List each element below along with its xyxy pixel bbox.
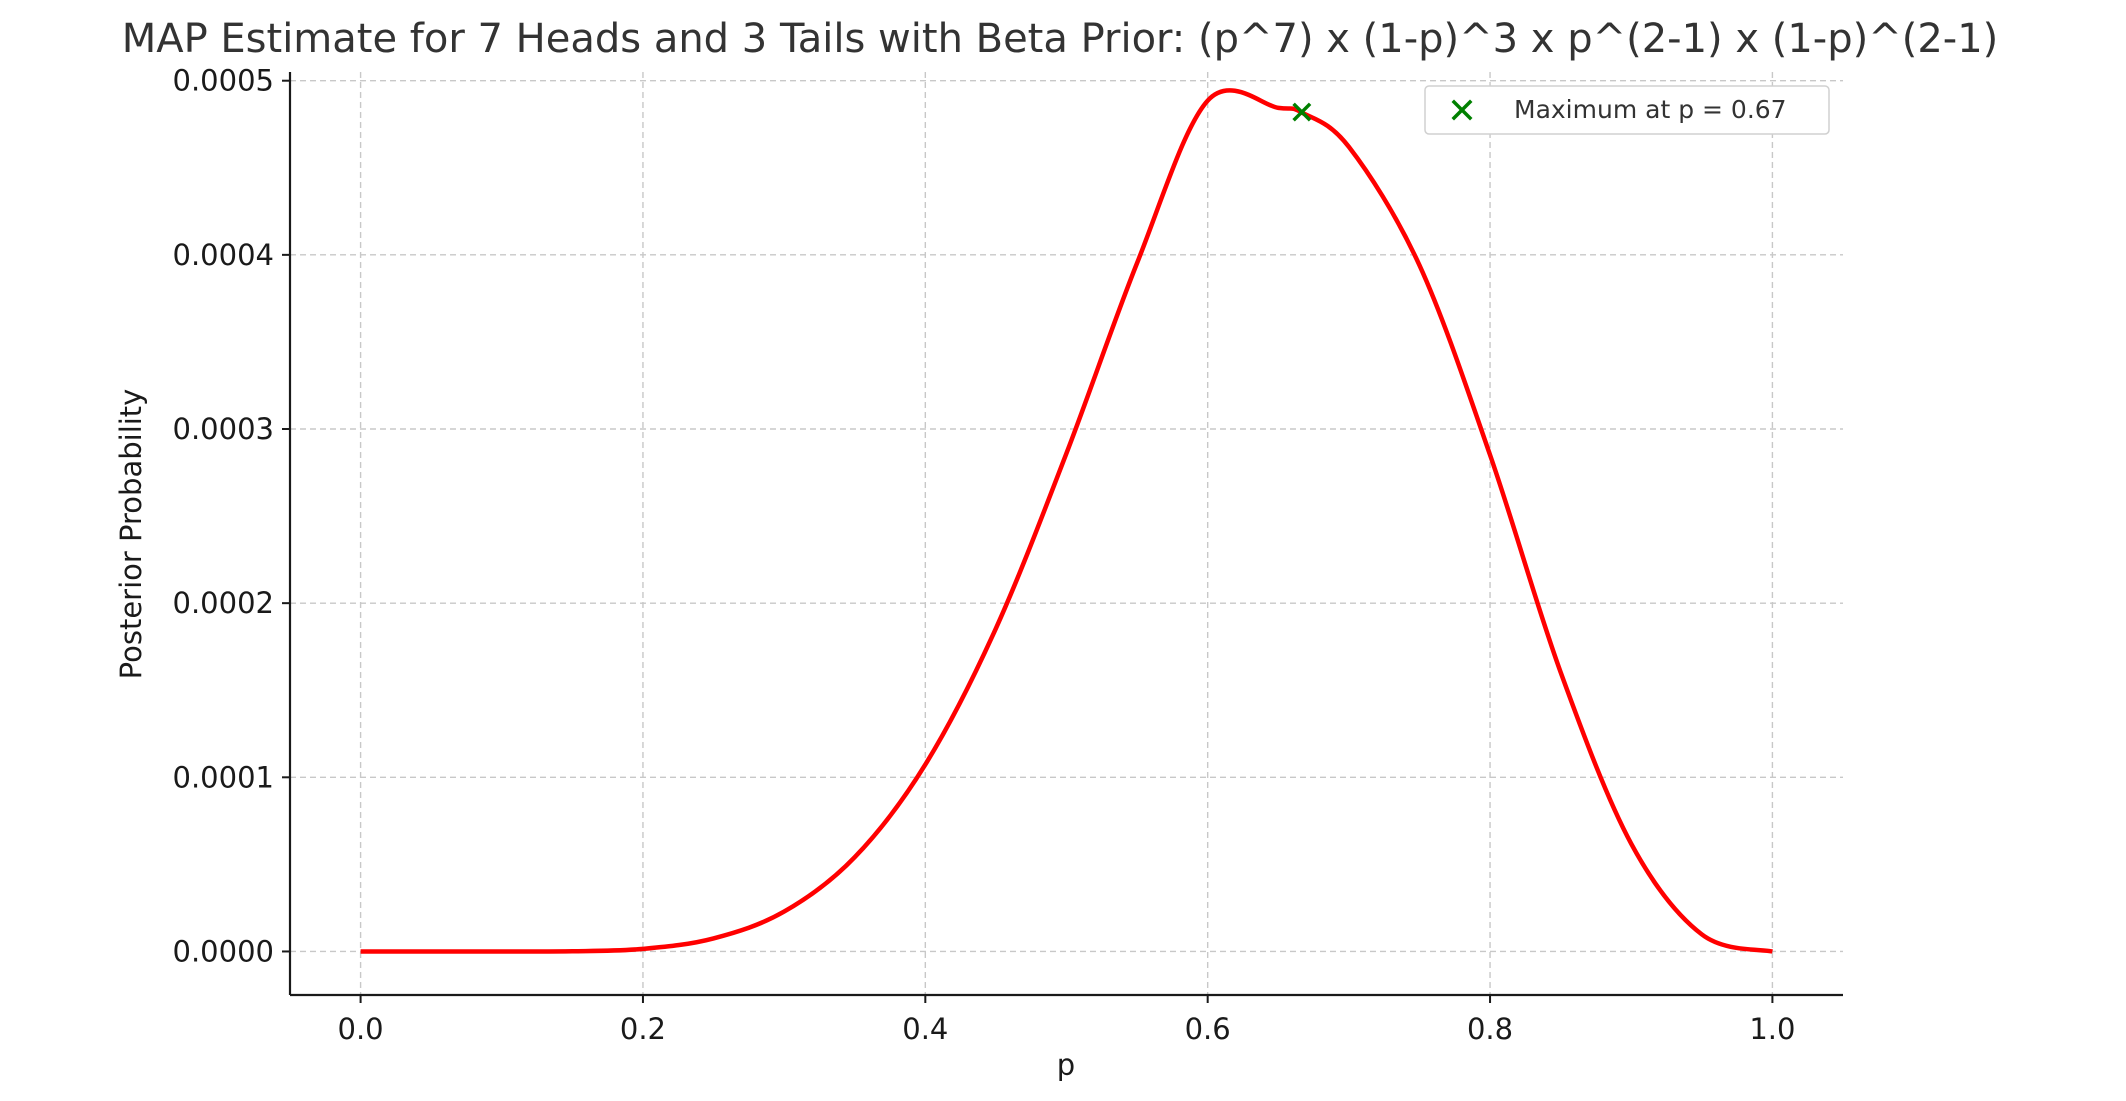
legend-x-icon bbox=[1451, 99, 1473, 121]
x-axis-label: p bbox=[1057, 1048, 1075, 1082]
x-tick-label: 0.2 bbox=[620, 1012, 666, 1046]
x-tick-label: 0.6 bbox=[1185, 1012, 1231, 1046]
legend-label: Maximum at p = 0.67 bbox=[1514, 95, 1787, 124]
y-axis-ticks: 0.0000 0.0001 0.0002 0.0003 0.0004 0.0005 bbox=[173, 64, 290, 968]
x-tick-label: 0.4 bbox=[902, 1012, 948, 1046]
max-marker-icon bbox=[1292, 102, 1312, 122]
series-group bbox=[360, 88, 1773, 954]
x-tick-label: 0.8 bbox=[1467, 1012, 1513, 1046]
series-line bbox=[360, 88, 1773, 954]
y-tick-label: 0.0000 bbox=[173, 934, 274, 968]
y-tick-label: 0.0005 bbox=[173, 64, 274, 98]
y-tick-label: 0.0004 bbox=[173, 238, 274, 272]
y-tick-label: 0.0001 bbox=[173, 760, 274, 794]
y-tick-label: 0.0002 bbox=[173, 586, 274, 620]
marker-group bbox=[1292, 102, 1312, 122]
y-tick-label: 0.0003 bbox=[173, 412, 274, 446]
legend-marker-icon bbox=[1451, 99, 1473, 121]
grid bbox=[290, 72, 1843, 995]
x-axis-ticks: 0.0 0.2 0.4 0.6 0.8 1.0 bbox=[338, 995, 1795, 1046]
legend-box bbox=[1424, 85, 1830, 135]
legend: Maximum at p = 0.67 bbox=[1424, 85, 1830, 135]
x-tick-label: 0.0 bbox=[338, 1012, 384, 1046]
chart-title: MAP Estimate for 7 Heads and 3 Tails wit… bbox=[122, 16, 1999, 62]
y-axis-label: Posterior Probability bbox=[114, 389, 148, 680]
x-tick-label: 1.0 bbox=[1749, 1012, 1795, 1046]
